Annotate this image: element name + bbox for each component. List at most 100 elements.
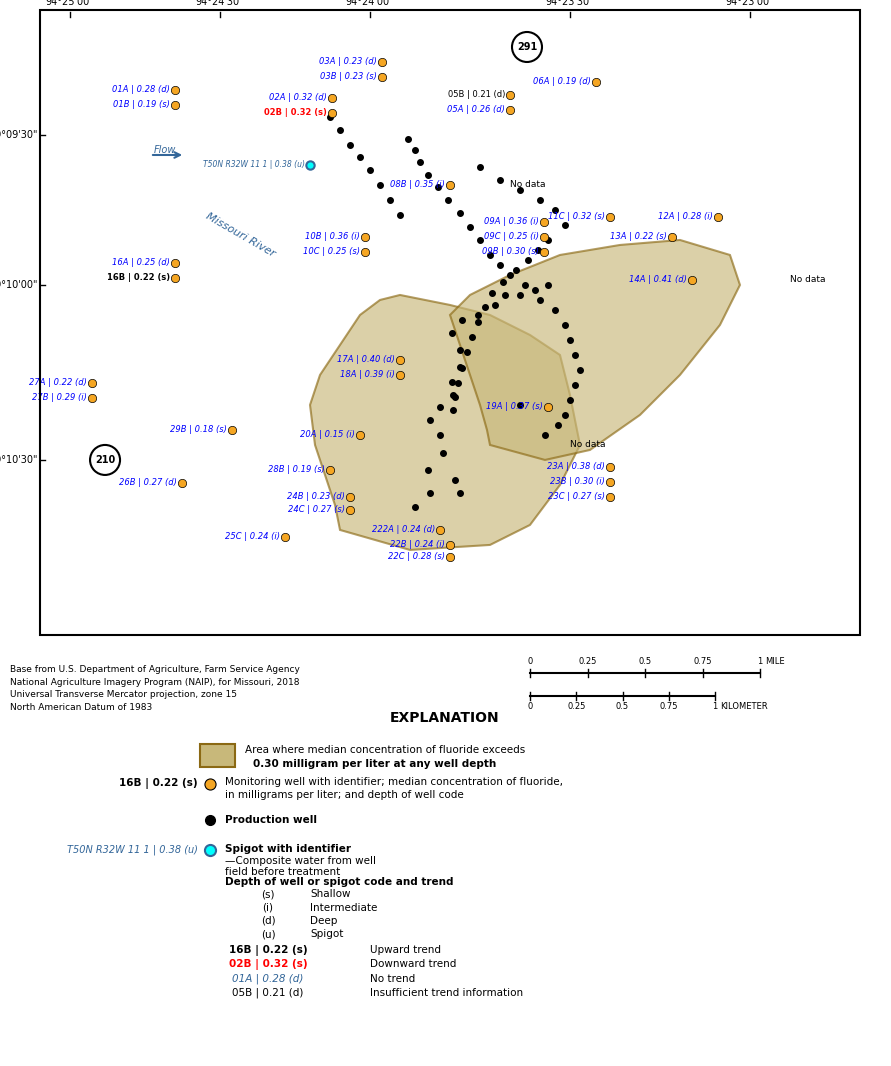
Text: Spigot with identifier: Spigot with identifier — [225, 844, 351, 854]
Text: KILOMETER: KILOMETER — [720, 701, 768, 711]
Polygon shape — [310, 295, 580, 550]
Text: 14A | 0.41 (d): 14A | 0.41 (d) — [629, 275, 687, 285]
FancyBboxPatch shape — [200, 744, 235, 766]
Text: 09C | 0.25 (i): 09C | 0.25 (i) — [484, 232, 539, 242]
Text: Flow: Flow — [154, 145, 176, 155]
Text: 02A | 0.32 (d): 02A | 0.32 (d) — [269, 94, 327, 102]
Text: T50N R32W 11 1 | 0.38 (u): T50N R32W 11 1 | 0.38 (u) — [203, 161, 305, 169]
Text: (s): (s) — [261, 889, 274, 900]
Text: (i): (i) — [263, 903, 274, 912]
Text: 0: 0 — [527, 701, 533, 711]
Text: 02B | 0.32 (s): 02B | 0.32 (s) — [229, 959, 307, 970]
Text: Upward trend: Upward trend — [370, 946, 441, 955]
Text: 13A | 0.22 (s): 13A | 0.22 (s) — [610, 232, 667, 242]
Text: 03A | 0.23 (d): 03A | 0.23 (d) — [319, 58, 377, 66]
Text: 23B | 0.30 (i): 23B | 0.30 (i) — [550, 478, 605, 486]
Text: 0.75: 0.75 — [659, 701, 678, 711]
Text: 27B | 0.29 (i): 27B | 0.29 (i) — [32, 393, 87, 403]
Text: field before treatment: field before treatment — [225, 867, 340, 877]
Text: 1: 1 — [757, 658, 763, 666]
Text: 10B | 0.36 (i): 10B | 0.36 (i) — [305, 232, 360, 242]
Text: 39°10'00": 39°10'00" — [0, 280, 38, 290]
Text: 17A | 0.40 (d): 17A | 0.40 (d) — [337, 355, 395, 365]
Text: 16B | 0.22 (s): 16B | 0.22 (s) — [229, 946, 307, 956]
Text: 0.75: 0.75 — [693, 658, 712, 666]
Text: 94°24'00": 94°24'00" — [346, 0, 395, 7]
Text: 09A | 0.36 (i): 09A | 0.36 (i) — [484, 217, 539, 226]
Text: 29B | 0.18 (s): 29B | 0.18 (s) — [170, 425, 227, 435]
Text: 18A | 0.39 (i): 18A | 0.39 (i) — [340, 371, 395, 379]
Text: 94°23'00": 94°23'00" — [725, 0, 774, 7]
Text: 1: 1 — [713, 701, 717, 711]
Text: Depth of well or spigot code and trend: Depth of well or spigot code and trend — [225, 877, 454, 887]
Text: 23A | 0.38 (d): 23A | 0.38 (d) — [547, 463, 605, 471]
Text: 12A | 0.28 (i): 12A | 0.28 (i) — [658, 212, 713, 222]
Text: 0.5: 0.5 — [639, 658, 651, 666]
Text: 05B | 0.21 (d): 05B | 0.21 (d) — [447, 91, 505, 99]
Text: 23C | 0.27 (s): 23C | 0.27 (s) — [548, 492, 605, 501]
Text: 27A | 0.22 (d): 27A | 0.22 (d) — [29, 378, 87, 387]
Text: 210: 210 — [95, 455, 115, 465]
Text: 94°25'00": 94°25'00" — [45, 0, 94, 7]
Text: Shallow: Shallow — [310, 889, 350, 900]
Text: 24C | 0.27 (s): 24C | 0.27 (s) — [288, 505, 345, 515]
Text: 11C | 0.32 (s): 11C | 0.32 (s) — [548, 212, 605, 222]
Text: Intermediate: Intermediate — [310, 903, 378, 912]
Text: 06A | 0.19 (d): 06A | 0.19 (d) — [533, 78, 591, 86]
Text: Missouri River: Missouri River — [204, 211, 276, 259]
Polygon shape — [450, 240, 740, 459]
Text: 10C | 0.25 (s): 10C | 0.25 (s) — [303, 247, 360, 257]
Text: 16B | 0.22 (s): 16B | 0.22 (s) — [119, 778, 198, 790]
Text: 0.5: 0.5 — [616, 701, 629, 711]
Text: Area where median concentration of fluoride exceeds: Area where median concentration of fluor… — [245, 745, 526, 756]
Text: 19A | 0.37 (s): 19A | 0.37 (s) — [486, 403, 543, 411]
Text: 94°24'30": 94°24'30" — [196, 0, 244, 7]
Text: 39°09'30": 39°09'30" — [0, 130, 38, 140]
Text: 26B | 0.27 (d): 26B | 0.27 (d) — [119, 479, 177, 487]
Text: in milligrams per liter; and depth of well code: in milligrams per liter; and depth of we… — [225, 790, 463, 800]
Text: 291: 291 — [517, 42, 537, 52]
Text: (u): (u) — [261, 930, 275, 939]
Text: No data: No data — [790, 275, 825, 285]
Text: 24B | 0.23 (d): 24B | 0.23 (d) — [287, 492, 345, 501]
Text: 16B | 0.22 (s): 16B | 0.22 (s) — [107, 274, 170, 282]
Text: EXPLANATION: EXPLANATION — [390, 711, 500, 725]
Text: 03B | 0.23 (s): 03B | 0.23 (s) — [320, 72, 377, 81]
Circle shape — [512, 32, 542, 62]
Text: Production well: Production well — [225, 815, 317, 825]
Text: Deep: Deep — [310, 916, 338, 926]
Text: 16A | 0.25 (d): 16A | 0.25 (d) — [112, 258, 170, 268]
Text: 0: 0 — [527, 658, 533, 666]
Text: 01A | 0.28 (d): 01A | 0.28 (d) — [233, 973, 304, 984]
Text: 0.25: 0.25 — [578, 658, 597, 666]
Text: —Composite water from well: —Composite water from well — [225, 856, 376, 866]
Text: 08B | 0.35 (i): 08B | 0.35 (i) — [390, 180, 445, 190]
Text: MILE: MILE — [765, 658, 785, 666]
Circle shape — [90, 445, 120, 475]
Text: 20A | 0.15 (i): 20A | 0.15 (i) — [300, 431, 355, 439]
Text: 22C | 0.28 (s): 22C | 0.28 (s) — [388, 552, 445, 562]
Text: 02B | 0.32 (s): 02B | 0.32 (s) — [264, 109, 327, 117]
Text: 0.25: 0.25 — [567, 701, 585, 711]
Text: 01B | 0.19 (s): 01B | 0.19 (s) — [113, 100, 170, 110]
Text: 22B | 0.24 (i): 22B | 0.24 (i) — [390, 540, 445, 549]
Text: No trend: No trend — [370, 973, 415, 984]
Text: 05B | 0.21 (d): 05B | 0.21 (d) — [233, 988, 304, 999]
Text: Base from U.S. Department of Agriculture, Farm Service Agency
National Agricultu: Base from U.S. Department of Agriculture… — [10, 665, 300, 712]
Text: 25C | 0.24 (i): 25C | 0.24 (i) — [225, 532, 280, 542]
Text: Insufficient trend information: Insufficient trend information — [370, 988, 523, 998]
Text: No data: No data — [570, 440, 606, 450]
Text: Downward trend: Downward trend — [370, 959, 456, 969]
Text: 05A | 0.26 (d): 05A | 0.26 (d) — [447, 106, 505, 114]
Text: 0.30 milligram per liter at any well depth: 0.30 milligram per liter at any well dep… — [253, 759, 496, 769]
Text: 39°10'30": 39°10'30" — [0, 455, 38, 465]
Text: 01A | 0.28 (d): 01A | 0.28 (d) — [112, 85, 170, 95]
Text: No data: No data — [510, 180, 545, 190]
Text: Monitoring well with identifier; median concentration of fluoride,: Monitoring well with identifier; median … — [225, 777, 563, 787]
Text: T50N R32W 11 1 | 0.38 (u): T50N R32W 11 1 | 0.38 (u) — [67, 844, 198, 855]
Text: 222A | 0.24 (d): 222A | 0.24 (d) — [372, 526, 435, 534]
Text: (d): (d) — [261, 916, 275, 926]
Text: 09B | 0.30 (s): 09B | 0.30 (s) — [482, 247, 539, 257]
Text: Spigot: Spigot — [310, 930, 343, 939]
Text: 94°23'30": 94°23'30" — [545, 0, 594, 7]
